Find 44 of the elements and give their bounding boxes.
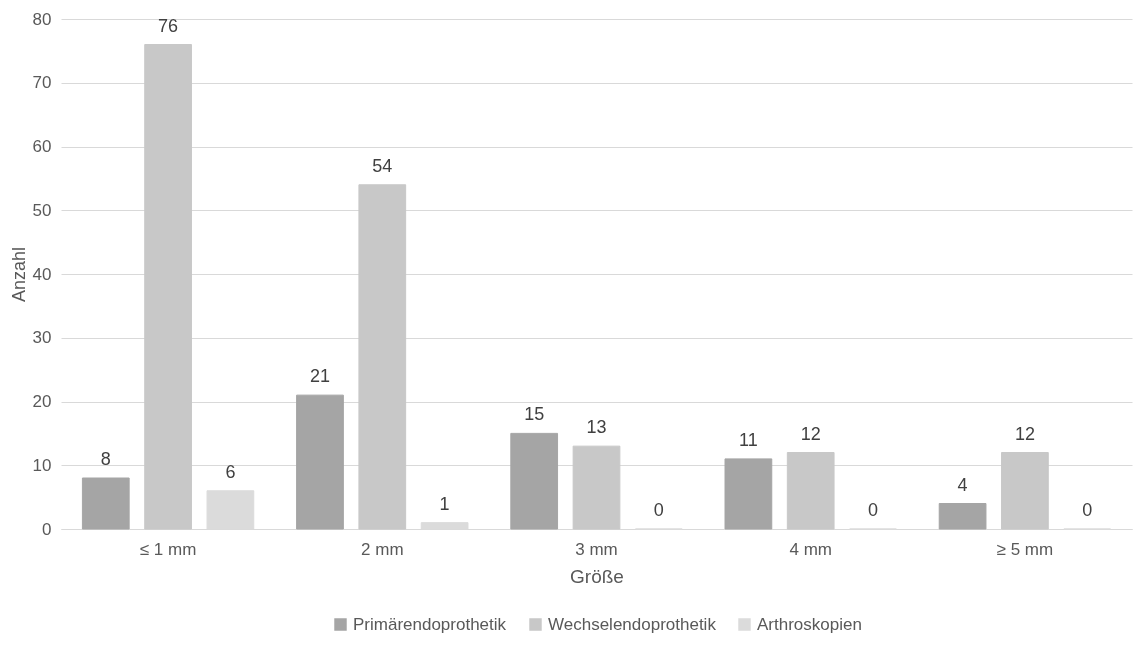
data-label: 21 bbox=[309, 366, 330, 387]
bar bbox=[786, 452, 835, 530]
data-label: 15 bbox=[524, 404, 545, 425]
x-tick-label: ≤ 1 mm bbox=[139, 539, 197, 559]
y-tick-label: 70 bbox=[32, 73, 52, 93]
legend-label: Primärendoprothetik bbox=[353, 614, 507, 634]
data-label: 4 bbox=[957, 474, 968, 495]
data-label: 54 bbox=[372, 155, 393, 176]
y-tick-label: 60 bbox=[32, 137, 52, 156]
x-tick-label: 2 mm bbox=[361, 539, 404, 559]
bar bbox=[81, 477, 130, 530]
data-label: 0 bbox=[1082, 500, 1093, 520]
data-label: 11 bbox=[739, 429, 758, 450]
y-axis-title: Anzahl bbox=[8, 246, 29, 303]
bar bbox=[1001, 452, 1049, 530]
x-tick-label: 4 mm bbox=[789, 539, 832, 559]
y-tick-label: 50 bbox=[32, 200, 52, 220]
data-label: 12 bbox=[800, 423, 821, 444]
y-tick-label: 0 bbox=[42, 519, 52, 539]
y-tick-label: 20 bbox=[32, 392, 52, 411]
y-tick-label: 30 bbox=[32, 328, 52, 348]
data-label: 8 bbox=[100, 449, 111, 469]
bar bbox=[510, 432, 559, 530]
legend-label: Arthroskopien bbox=[757, 614, 862, 634]
y-tick-label: 10 bbox=[32, 455, 52, 475]
bar bbox=[358, 184, 407, 530]
data-label: 12 bbox=[1014, 423, 1035, 444]
bar bbox=[724, 458, 773, 530]
x-tick-label: ≥ 5 mm bbox=[996, 539, 1054, 559]
x-axis-title: Größe bbox=[570, 565, 624, 587]
bar bbox=[572, 445, 621, 530]
data-label: 1 bbox=[439, 493, 450, 514]
data-label: 76 bbox=[158, 15, 179, 36]
bar bbox=[144, 44, 192, 530]
y-tick-label: 80 bbox=[32, 9, 52, 29]
y-tick-label: 40 bbox=[32, 264, 52, 284]
data-label: 13 bbox=[586, 417, 607, 438]
data-label: 0 bbox=[653, 500, 664, 520]
bar bbox=[296, 394, 344, 530]
data-label: 6 bbox=[225, 461, 236, 482]
data-label: 0 bbox=[868, 500, 879, 520]
x-tick-label: 3 mm bbox=[575, 539, 618, 559]
bar bbox=[938, 503, 987, 530]
legend-label: Wechselendoprothetik bbox=[548, 614, 717, 634]
